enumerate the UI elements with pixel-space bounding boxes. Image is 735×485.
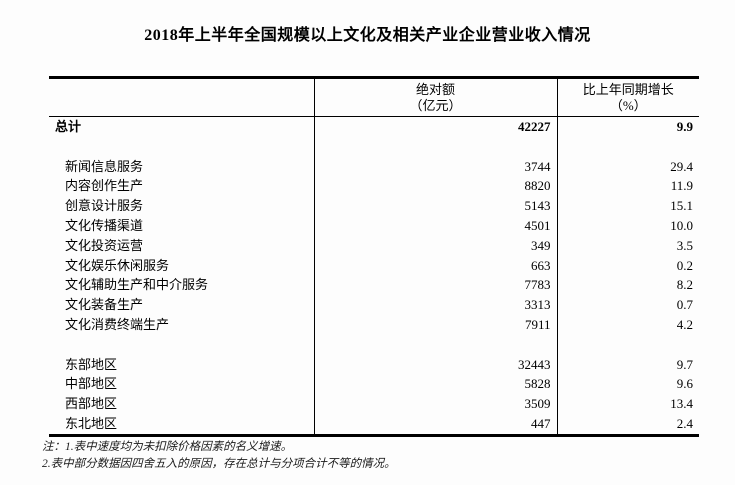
- cell-growth: 9.6: [556, 374, 699, 395]
- row-label: 文化消费终端生产: [65, 316, 170, 332]
- table-row: 文化装备生产 3313 0.7: [49, 295, 699, 315]
- header-absolute-line2: （亿元）: [409, 97, 462, 113]
- cell-growth: 10.0: [556, 215, 699, 236]
- cell-absolute: 7911: [313, 314, 557, 335]
- cell-growth: 9.7: [556, 354, 699, 375]
- table-row: 西部地区 3509 13.4: [49, 394, 699, 414]
- row-label: 东北地区: [65, 415, 118, 431]
- cell-growth: 8.2: [556, 275, 699, 296]
- header-growth-column: 比上年同期增长 （%）: [556, 77, 699, 117]
- page-title: 2018年上半年全国规模以上文化及相关产业企业营业收入情况: [144, 27, 591, 44]
- cell-absolute: 5143: [313, 196, 557, 216]
- table-row: 创意设计服务 5143 15.1: [49, 196, 699, 216]
- row-label: 文化投资运营: [65, 237, 144, 253]
- cell-growth: 9.9: [556, 116, 699, 137]
- stats-table: 绝对额 （亿元） 比上年同期增长 （%） 总计 42227 9.9: [49, 76, 699, 437]
- cell-growth: 11.9: [556, 176, 699, 197]
- header-absolute-line1: 绝对额: [415, 81, 455, 97]
- table-row: 内容创作生产 8820 11.9: [49, 176, 699, 197]
- cell-absolute: 8820: [313, 176, 557, 197]
- cell-growth: 29.4: [556, 156, 699, 177]
- cell-absolute: 4501: [313, 215, 557, 236]
- cell-growth: 2.4: [556, 413, 699, 436]
- header-indicator-column: [49, 77, 314, 117]
- table-row: 新闻信息服务 3744 29.4: [49, 156, 699, 177]
- table-row: 文化辅助生产和中介服务 7783 8.2: [49, 275, 699, 296]
- table-notes: 注：1.表中速度均为未扣除价格因素的名义增速。 2.表中部分数据因四舍五入的原因…: [42, 439, 396, 473]
- table-row: 文化投资运营 349 3.5: [49, 235, 699, 256]
- table-row-blank: [49, 136, 699, 157]
- cell-absolute: 5828: [313, 374, 557, 395]
- row-label: 文化娱乐休闲服务: [65, 257, 170, 273]
- cell-growth: 13.4: [556, 394, 699, 414]
- note-line-1: 注：1.表中速度均为未扣除价格因素的名义增速。: [42, 441, 293, 453]
- row-label: 新闻信息服务: [65, 158, 144, 174]
- header-growth-line1: 比上年同期增长: [582, 81, 674, 97]
- cell-absolute: 3744: [313, 156, 557, 177]
- header-absolute-column: 绝对额 （亿元）: [313, 77, 557, 117]
- cell-absolute: 42227: [313, 116, 557, 137]
- row-label: 中部地区: [65, 376, 118, 392]
- row-label: 文化传播渠道: [65, 217, 144, 233]
- cell-absolute: 663: [313, 255, 557, 276]
- row-label: [49, 137, 314, 157]
- table-row: 中部地区 5828 9.6: [49, 374, 699, 395]
- table-row: 文化消费终端生产 7911 4.2: [49, 314, 699, 335]
- table-header-row: 绝对额 （亿元） 比上年同期增长 （%）: [49, 77, 699, 117]
- cell-absolute: 32443: [313, 354, 557, 375]
- row-label: 内容创作生产: [65, 178, 144, 194]
- row-label: 西部地区: [65, 396, 118, 412]
- table-row-blank: [49, 334, 699, 355]
- cell-growth: 0.7: [556, 295, 699, 315]
- table-row: 东部地区 32443 9.7: [49, 354, 699, 375]
- note-line-2: 2.表中部分数据因四舍五入的原因，存在总计与分项合计不等的情况。: [42, 458, 396, 470]
- cell-absolute: 3509: [313, 394, 557, 414]
- cell-growth: 15.1: [556, 196, 699, 216]
- row-label: 文化辅助生产和中介服务: [65, 277, 209, 293]
- row-label: 东部地区: [65, 356, 118, 372]
- cell-growth: 4.2: [556, 314, 699, 335]
- cell-growth: [556, 136, 699, 157]
- row-label: [49, 335, 314, 355]
- row-label: 总计: [55, 119, 82, 134]
- table-row: 文化娱乐休闲服务 663 0.2: [49, 255, 699, 276]
- cell-absolute: 7783: [313, 275, 557, 296]
- table-row-total: 总计 42227 9.9: [49, 116, 699, 137]
- row-label: 文化装备生产: [65, 297, 144, 313]
- header-growth-line2: （%）: [609, 97, 647, 113]
- cell-absolute: 447: [313, 413, 557, 436]
- table-row: 文化传播渠道 4501 10.0: [49, 215, 699, 236]
- table-row: 东北地区 447 2.4: [49, 413, 699, 436]
- cell-growth: [556, 334, 699, 355]
- cell-absolute: [313, 136, 557, 157]
- cell-absolute: 3313: [313, 295, 557, 315]
- row-label: 创意设计服务: [65, 198, 144, 214]
- cell-absolute: 349: [313, 235, 557, 256]
- cell-growth: 0.2: [556, 255, 699, 276]
- cell-growth: 3.5: [556, 235, 699, 256]
- cell-absolute: [313, 334, 557, 355]
